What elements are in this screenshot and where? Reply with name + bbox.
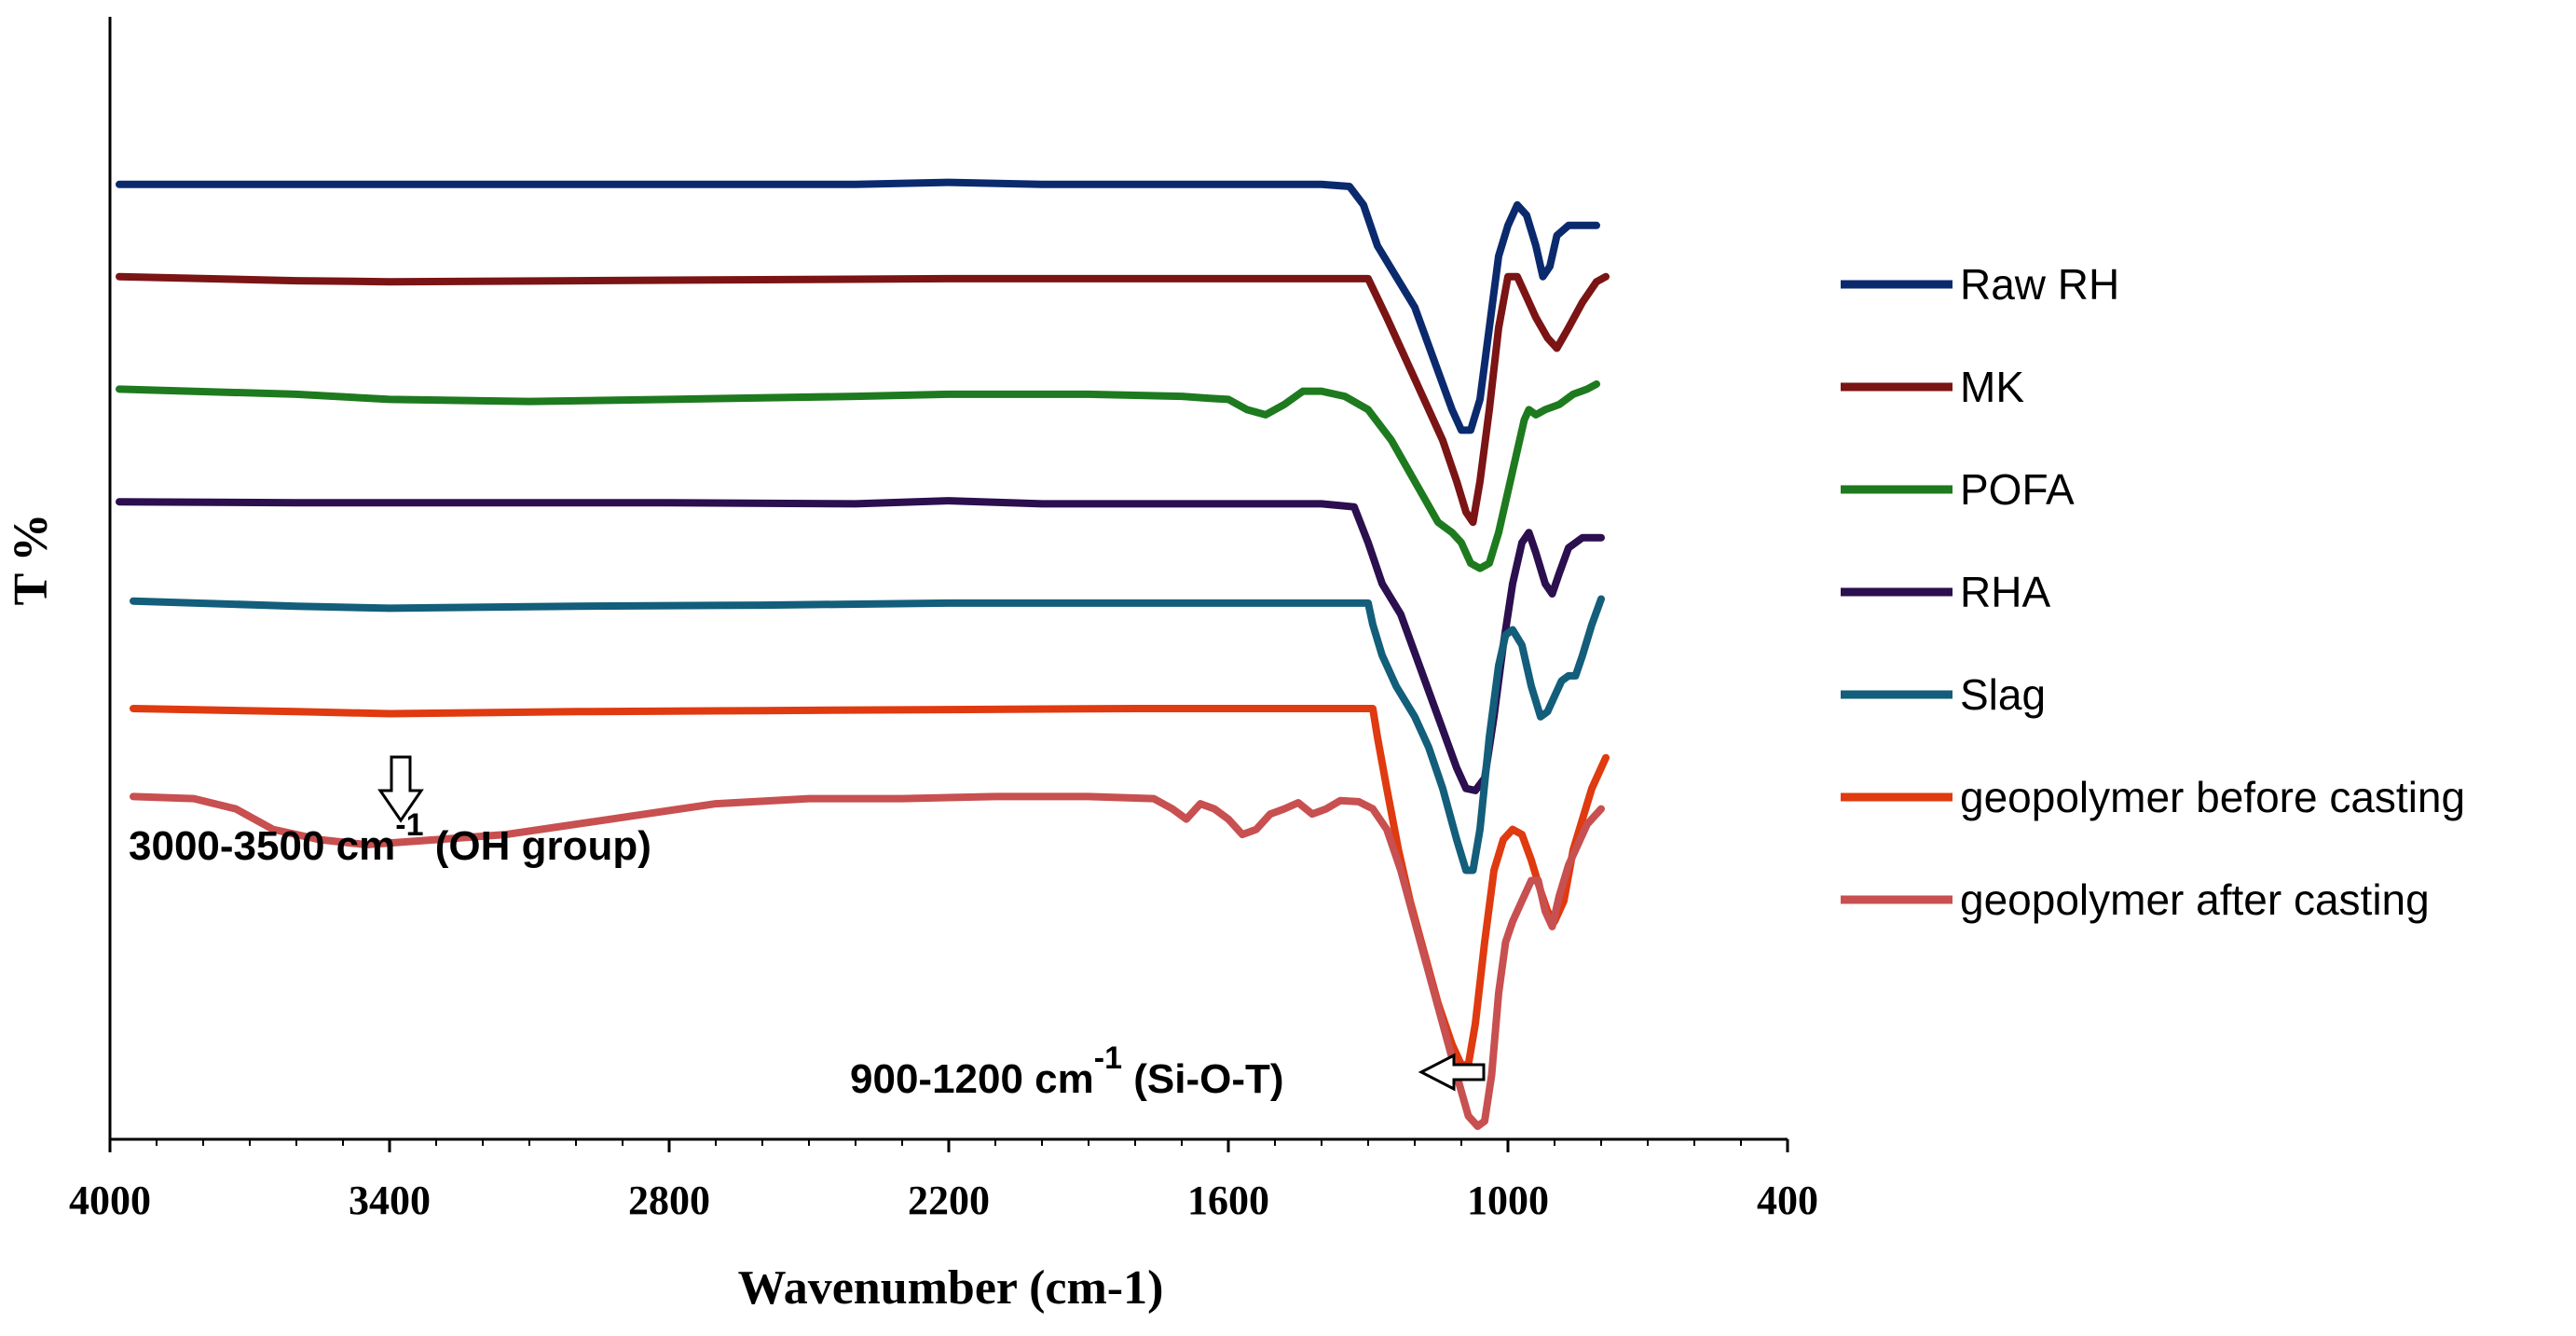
annotation-oh-sup: -1: [395, 807, 423, 843]
annotation-oh-suffix: (OH group): [423, 823, 651, 869]
y-axis-title: T %: [5, 514, 58, 606]
legend-label: Raw RH: [1960, 260, 2119, 309]
legend-label: geopolymer after casting: [1960, 875, 2430, 924]
x-tick-label: 4000: [69, 1178, 151, 1223]
annotation-sio-sup: -1: [1094, 1040, 1122, 1076]
annotation-sio-suffix: (Si-O-T): [1122, 1056, 1284, 1102]
x-tick-label: 1600: [1187, 1178, 1269, 1223]
down-arrow-icon: [377, 755, 424, 823]
legend-label: POFA: [1960, 465, 2075, 514]
series-line-geopolymer-after-casting: [130, 792, 1605, 1130]
legend-label: geopolymer before casting: [1960, 773, 2465, 821]
plot-area: 4000 3400 2800 2200 1600 1000 400: [69, 17, 1818, 1223]
series-line-slag: [130, 595, 1605, 875]
series-line-geopolymer-before-casting: [130, 705, 1610, 1069]
annotation-sio-main: 900-1200 cm: [850, 1056, 1094, 1102]
annotation-si-o-t: 900-1200 cm-1 (Si-O-T): [850, 1040, 1284, 1102]
legend-label: MK: [1960, 363, 2024, 411]
series-line-mk: [116, 272, 1610, 527]
left-arrow-icon: [1418, 1053, 1486, 1092]
series-line-rha: [116, 497, 1605, 794]
annotations: 3000-3500 cm-1 (OH group)900-1200 cm-1 (…: [129, 755, 1486, 1102]
x-tick-label: 1000: [1467, 1178, 1549, 1223]
x-tick-label: 2200: [908, 1178, 990, 1223]
x-axis-title: Wavenumber (cm-1): [738, 1261, 1164, 1315]
legend-label: RHA: [1960, 568, 2050, 616]
x-ticks: 4000 3400 2800 2200 1600 1000 400: [69, 1139, 1818, 1223]
series-line-pofa: [116, 380, 1600, 572]
x-tick-label: 400: [1757, 1178, 1818, 1223]
x-tick-label: 3400: [349, 1178, 431, 1223]
legend-label: Slag: [1960, 670, 2046, 719]
legend: Raw RH MK POFA RHA Slag geopolymer before cas…: [1841, 260, 2465, 924]
annotation-oh-group: 3000-3500 cm-1 (OH group): [129, 807, 651, 869]
series-lines: [116, 178, 1610, 1130]
series-line-raw-rh: [116, 178, 1600, 434]
annotation-oh-main: 3000-3500 cm: [129, 823, 395, 869]
x-tick-label: 2800: [628, 1178, 710, 1223]
